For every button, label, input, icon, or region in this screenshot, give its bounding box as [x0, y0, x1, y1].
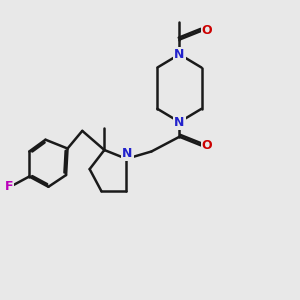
Text: O: O [202, 24, 212, 37]
Text: N: N [174, 48, 184, 61]
Text: N: N [174, 116, 184, 128]
Text: F: F [4, 180, 13, 193]
Text: O: O [202, 139, 212, 152]
Text: N: N [122, 147, 133, 160]
